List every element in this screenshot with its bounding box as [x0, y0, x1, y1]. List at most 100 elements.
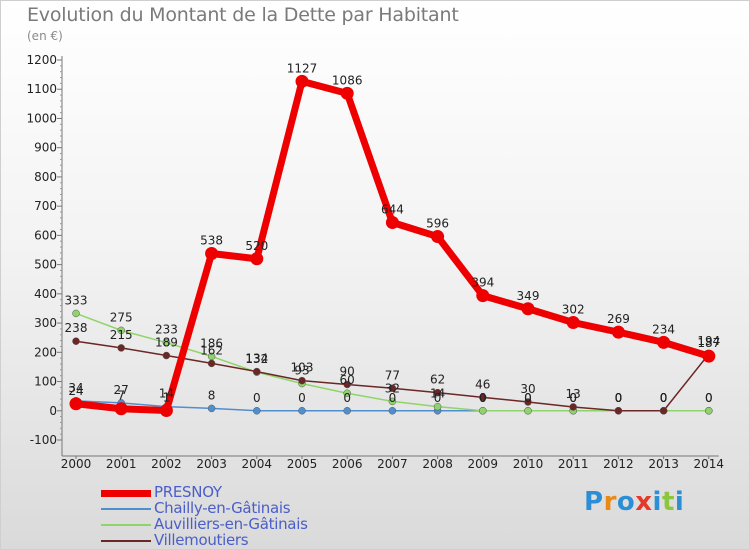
data-point	[659, 407, 668, 415]
data-point	[388, 384, 397, 393]
data-point	[521, 302, 535, 316]
data-point	[114, 402, 128, 416]
x-tick-label: 2002	[151, 457, 182, 471]
data-label: 596	[426, 217, 449, 231]
data-label: 13	[566, 387, 581, 401]
legend-label: Villemoutiers	[154, 531, 249, 549]
data-label: 93	[294, 364, 309, 378]
data-label: 394	[471, 276, 494, 290]
data-point	[72, 337, 80, 345]
data-point	[250, 252, 264, 266]
data-label: 32	[385, 381, 400, 395]
data-label: 189	[155, 336, 178, 350]
data-point	[162, 338, 171, 347]
data-point	[298, 407, 306, 415]
logo-letter: i	[652, 487, 662, 517]
data-point	[385, 216, 399, 230]
data-point	[343, 380, 351, 389]
y-tick-label: 0	[49, 404, 57, 418]
y-tick-label: 500	[34, 258, 57, 272]
data-label: 0	[524, 391, 532, 405]
data-label: 0	[615, 391, 623, 405]
x-tick-label: 2006	[332, 457, 363, 471]
y-tick-label: 100	[34, 375, 57, 389]
y-tick-label: 1200	[26, 53, 57, 67]
y-tick-label: 400	[34, 287, 57, 301]
data-label: 0	[705, 391, 713, 405]
data-label: 0	[524, 391, 532, 405]
y-tick-label: 800	[34, 170, 57, 184]
x-tick-label: 2008	[422, 457, 453, 471]
x-tick-label: 2005	[287, 457, 318, 471]
data-label: 24	[68, 384, 83, 398]
legend-label: PRESNOY	[154, 483, 222, 501]
logo-letter: x	[635, 487, 653, 517]
data-label: 34	[68, 381, 83, 395]
data-label: 7	[117, 389, 125, 403]
y-tick-label: -100	[30, 433, 57, 447]
legend-swatch	[101, 540, 151, 542]
data-point	[431, 230, 445, 244]
data-label: 14	[159, 387, 174, 401]
data-label: 0	[434, 391, 442, 405]
y-tick-label: 600	[34, 228, 57, 242]
series-line-0	[72, 77, 713, 414]
logo-letter: P	[584, 487, 604, 517]
data-point	[479, 393, 487, 402]
data-label: 103	[291, 361, 314, 375]
data-point	[162, 351, 171, 360]
data-label: 187	[697, 336, 720, 350]
x-tick-label: 2003	[196, 457, 227, 471]
data-point	[72, 309, 80, 318]
x-tick-label: 2014	[694, 457, 725, 471]
x-tick-label: 2013	[648, 457, 679, 471]
data-point	[566, 315, 580, 329]
data-label: 62	[430, 373, 445, 387]
data-point	[479, 407, 487, 415]
x-tick-label: 2011	[558, 457, 589, 471]
data-point	[433, 402, 442, 411]
chart-subtitle: (en €)	[27, 29, 63, 43]
x-tick-label: 2012	[603, 457, 634, 471]
proxiti-logo: Proxiti	[584, 487, 684, 517]
data-label: 90	[340, 364, 355, 378]
legend-swatch	[101, 508, 151, 510]
legend-label: Chailly-en-Gâtinais	[154, 499, 291, 517]
data-point	[388, 407, 397, 415]
data-label: 333	[65, 293, 88, 307]
data-label: 0	[705, 391, 713, 405]
data-point	[253, 407, 261, 415]
data-point	[614, 407, 623, 415]
logo-letter: r	[603, 487, 617, 517]
data-label: 0	[253, 391, 261, 405]
logo-letter: i	[674, 487, 685, 517]
data-label: 30	[520, 382, 535, 396]
data-point	[657, 335, 671, 349]
data-point	[388, 397, 397, 406]
x-tick-label: 2010	[513, 457, 544, 471]
data-point	[705, 407, 713, 415]
data-point	[524, 407, 532, 415]
data-label: 0	[615, 391, 623, 405]
data-label: 77	[385, 368, 400, 382]
data-label: 0	[615, 391, 623, 405]
data-label: 14	[430, 387, 445, 401]
data-label: 302	[562, 302, 585, 316]
x-tick-label: 2001	[106, 457, 137, 471]
data-point	[433, 388, 442, 397]
data-label: 349	[517, 289, 540, 303]
chart-title: Evolution du Montant de la Dette par Hab…	[27, 4, 459, 26]
legend-swatch	[101, 489, 151, 497]
legend-swatch	[101, 524, 151, 526]
data-label: 0	[660, 391, 668, 405]
data-point	[702, 349, 716, 363]
y-tick-label: 200	[34, 345, 57, 359]
data-label: 0	[479, 391, 487, 405]
data-label: 538	[200, 234, 223, 248]
x-tick-label: 2009	[468, 457, 499, 471]
data-label: 186	[200, 336, 223, 350]
data-point	[207, 404, 216, 413]
data-label: 238	[65, 321, 88, 335]
y-tick-label: 1000	[26, 111, 57, 125]
data-label: 60	[340, 373, 355, 387]
